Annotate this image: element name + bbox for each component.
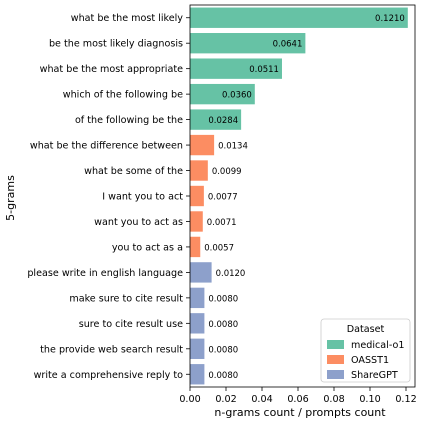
legend-box [320, 318, 411, 383]
bar-OASST1 [190, 134, 215, 156]
y-tick-label: the provide web search result [40, 344, 183, 355]
bar-medical-o1 [190, 7, 408, 28]
bar-value-label: 0.0080 [208, 320, 238, 330]
bar-value-label: 0.0080 [208, 294, 238, 304]
y-tick-label: what be the difference between [30, 141, 183, 152]
x-tick-label: 0.12 [395, 394, 416, 405]
bar-value-label: 0.0120 [216, 269, 246, 279]
bar-ShareGPT [190, 313, 205, 334]
y-tick-label: want you to act as [94, 217, 183, 228]
bar-OASST1 [190, 236, 201, 258]
bar-ShareGPT [190, 287, 205, 309]
bar-value-label: 0.0080 [208, 371, 238, 381]
legend-swatch [327, 340, 344, 349]
axes-layer: what be the most likely be the most likel… [27, 4, 417, 405]
legend-entry: ShareGPT [351, 370, 398, 381]
bar-ShareGPT [190, 262, 212, 283]
legend-title: Dataset [347, 324, 385, 335]
bar-value-label: 0.0284 [208, 116, 238, 126]
y-tick-label: sure to cite result use [79, 319, 183, 330]
bar-medical-o1 [190, 83, 255, 105]
bar-medical-o1 [190, 58, 282, 79]
y-tick-label: write a comprehensive reply to [34, 370, 184, 381]
bar-value-label: 0.0360 [222, 91, 252, 101]
legend-entry: medical-o1 [351, 340, 404, 351]
bars-layer: 0.1210 0.0641 0.0511 0.0360 0.0284 0.0134 0.00… [190, 7, 408, 385]
x-tick-label: 0.02 [215, 394, 236, 405]
bar-value-label: 0.1210 [375, 14, 405, 24]
x-tick-label: 0.10 [359, 394, 380, 405]
bar-medical-o1 [190, 33, 306, 54]
y-tick-label: please write in english language [27, 268, 183, 279]
y-tick-label: be the most likely diagnosis [49, 39, 183, 50]
bar-medical-o1 [190, 109, 242, 130]
legend-entry: OASST1 [351, 355, 389, 366]
x-tick-label: 0.08 [323, 394, 344, 405]
bar-ShareGPT [190, 364, 205, 385]
x-tick-label: 0.00 [179, 394, 200, 405]
x-tick-label: 0.06 [287, 394, 308, 405]
bar-value-label: 0.0080 [208, 345, 238, 355]
y-tick-label: which of the following be [63, 90, 183, 101]
bar-value-label: 0.0134 [218, 142, 248, 152]
bar-value-label: 0.0641 [273, 40, 303, 50]
bar-value-label: 0.0071 [207, 218, 237, 228]
legend-swatch [327, 370, 344, 379]
bar-value-label: 0.0057 [204, 243, 234, 253]
y-tick-label: what be the most appropriate [40, 64, 183, 75]
bar-OASST1 [190, 160, 208, 181]
bar-ShareGPT [190, 338, 205, 359]
bar-value-label: 0.0099 [212, 167, 242, 177]
bar-value-label: 0.0511 [249, 65, 279, 75]
bar-value-label: 0.0077 [208, 193, 238, 203]
y-tick-label: I want you to act [102, 192, 183, 203]
x-axis-title: n-grams count / prompts count [214, 406, 386, 419]
y-axis-title: 5-grams [4, 175, 17, 221]
plot-frame [189, 4, 416, 388]
bar-OASST1 [190, 211, 203, 232]
y-tick-label: what be some of the [84, 166, 183, 177]
y-tick-label: you to act as a [112, 242, 183, 253]
y-tick-label: make sure to cite result [69, 293, 183, 304]
legend: Dataset medical-o1 OASST1 ShareGPT [320, 318, 411, 383]
y-tick-label: of the following be the [75, 115, 183, 126]
x-tick-label: 0.04 [251, 394, 272, 405]
legend-swatch [327, 355, 344, 364]
y-tick-label: what be the most likely [71, 13, 184, 24]
bar-OASST1 [190, 185, 204, 207]
